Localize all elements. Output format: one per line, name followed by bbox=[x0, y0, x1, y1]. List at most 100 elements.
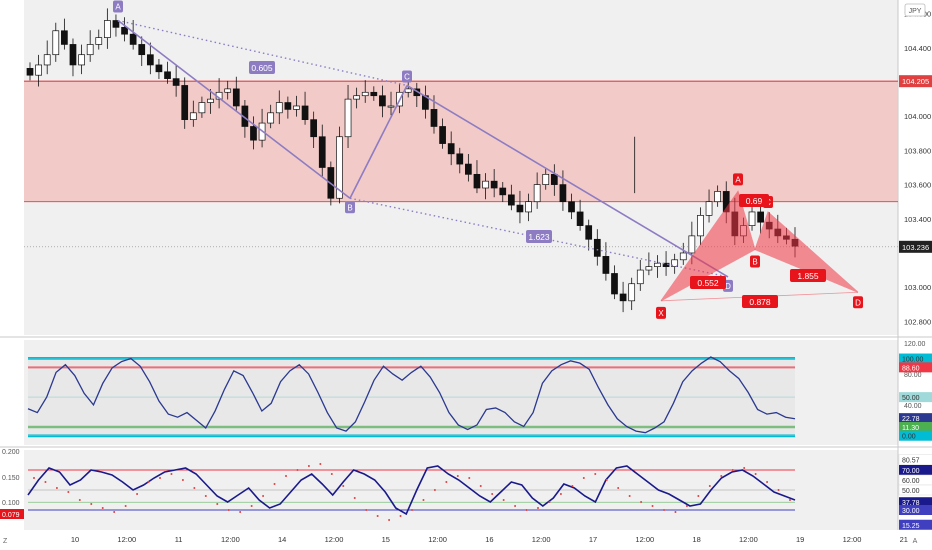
osc1-level-badge bbox=[899, 353, 932, 364]
candle-body bbox=[499, 187, 507, 196]
pattern1-ratio-badge bbox=[526, 230, 552, 243]
candle-body bbox=[146, 54, 154, 66]
osc2-level-label: 30.00 bbox=[902, 508, 920, 515]
pattern2-ratio-badge bbox=[690, 276, 726, 289]
osc2-level-label: 60.00 bbox=[902, 478, 920, 485]
osc2-level-label: 80.57 bbox=[902, 457, 920, 464]
osc2-dot bbox=[525, 509, 528, 511]
pattern1-ratio-badge bbox=[249, 61, 275, 74]
osc2-dot bbox=[720, 475, 723, 477]
candle-body bbox=[757, 211, 764, 223]
pattern1-leg bbox=[349, 85, 408, 199]
osc1-band bbox=[28, 358, 795, 436]
candle-body bbox=[619, 293, 627, 302]
candle-body bbox=[336, 136, 343, 199]
osc2-dot bbox=[651, 505, 654, 507]
osc2-dot bbox=[342, 485, 345, 487]
osc2-dot bbox=[445, 481, 448, 483]
osc2-dot bbox=[548, 501, 551, 503]
x-tick-label: 21 bbox=[900, 535, 908, 544]
osc2-left-tick: 0.200 bbox=[2, 449, 20, 456]
candle-body bbox=[275, 102, 283, 114]
osc2-dot bbox=[296, 469, 299, 471]
osc2-dot bbox=[640, 501, 643, 503]
price-tick-label: 103.600 bbox=[904, 181, 931, 190]
candle-body bbox=[465, 163, 472, 175]
candle-body bbox=[95, 37, 103, 45]
x-tick-label: 12:00 bbox=[843, 535, 862, 544]
osc2-dot bbox=[674, 511, 677, 513]
osc2-dot bbox=[708, 485, 711, 487]
candle-body bbox=[361, 91, 369, 97]
osc2-level-badge bbox=[898, 484, 932, 496]
candle-body bbox=[447, 143, 455, 155]
candle-body bbox=[224, 88, 232, 93]
candle-body bbox=[250, 126, 257, 141]
osc2-dot bbox=[365, 509, 368, 511]
osc2-dot bbox=[67, 491, 70, 493]
osc1-level-badge bbox=[899, 422, 932, 433]
osc2-dot bbox=[731, 469, 734, 471]
pattern2-point-label: A bbox=[735, 175, 741, 184]
candle-body bbox=[576, 211, 584, 226]
x-tick-label: 10 bbox=[71, 535, 79, 544]
osc2-dot bbox=[136, 493, 139, 495]
osc1-tick-label: 120.00 bbox=[904, 341, 926, 348]
osc2-left-tick: 0.150 bbox=[2, 475, 20, 482]
pattern1-point-label: C bbox=[404, 72, 410, 81]
candle-body bbox=[52, 30, 60, 56]
osc2-dot bbox=[479, 485, 482, 487]
osc2-dot bbox=[571, 485, 574, 487]
osc1-line bbox=[27, 356, 796, 434]
osc2-dot bbox=[113, 511, 116, 513]
osc2-dot bbox=[399, 515, 402, 517]
candle-body bbox=[559, 184, 567, 203]
pattern1-point-label: A bbox=[115, 3, 121, 12]
candle-body bbox=[61, 30, 68, 45]
osc2-left-value-label: 0.079 bbox=[2, 512, 20, 519]
osc2-dot bbox=[193, 487, 196, 489]
pattern1-ratio-label: 0.605 bbox=[251, 63, 273, 73]
candle-body bbox=[568, 201, 575, 213]
osc2-dot bbox=[411, 509, 413, 511]
candle-body bbox=[688, 235, 696, 254]
bottom-right-label: A bbox=[913, 538, 918, 545]
x-tick-label: 12:00 bbox=[117, 535, 136, 544]
price-tick-label: 102.800 bbox=[904, 317, 931, 326]
osc2-dot bbox=[537, 507, 539, 509]
osc2-dot bbox=[559, 493, 562, 495]
pattern2-point-badge bbox=[750, 255, 760, 268]
osc2-dot bbox=[789, 499, 791, 501]
candle-body bbox=[379, 95, 386, 107]
pattern1-extension-line bbox=[349, 197, 729, 278]
pattern1-point-badge bbox=[113, 0, 123, 13]
candle-body bbox=[155, 64, 163, 73]
osc1-level-label: 11.30 bbox=[902, 425, 919, 432]
candle-body bbox=[138, 44, 146, 56]
osc1-level-label: 22.78 bbox=[902, 416, 920, 423]
osc2-dot bbox=[754, 473, 757, 475]
resistance-price-label: 104.205 bbox=[902, 77, 929, 86]
osc2-line bbox=[27, 465, 796, 516]
candle-body bbox=[370, 91, 378, 97]
osc2-dot bbox=[514, 505, 517, 507]
osc2-dot bbox=[330, 473, 333, 475]
pattern2-point-badge bbox=[733, 173, 743, 186]
pattern1-leg bbox=[117, 19, 351, 199]
candle-body bbox=[318, 136, 326, 168]
osc2-dot bbox=[204, 495, 207, 497]
osc1-tick-label: 40.00 bbox=[904, 403, 922, 410]
candle-body bbox=[585, 225, 593, 240]
x-tick-label: 12:00 bbox=[221, 535, 240, 544]
x-tick-label: 16 bbox=[485, 535, 493, 544]
osc2-dot bbox=[33, 477, 35, 479]
candle-body bbox=[430, 109, 438, 127]
price-tick-label: 104.400 bbox=[904, 44, 931, 53]
candle-body bbox=[593, 238, 601, 257]
osc2-level-label: 70.00 bbox=[902, 468, 920, 475]
candle-body bbox=[671, 259, 679, 267]
osc2-dot bbox=[55, 487, 58, 489]
candle-body bbox=[207, 98, 214, 103]
osc2-dot bbox=[44, 481, 47, 483]
